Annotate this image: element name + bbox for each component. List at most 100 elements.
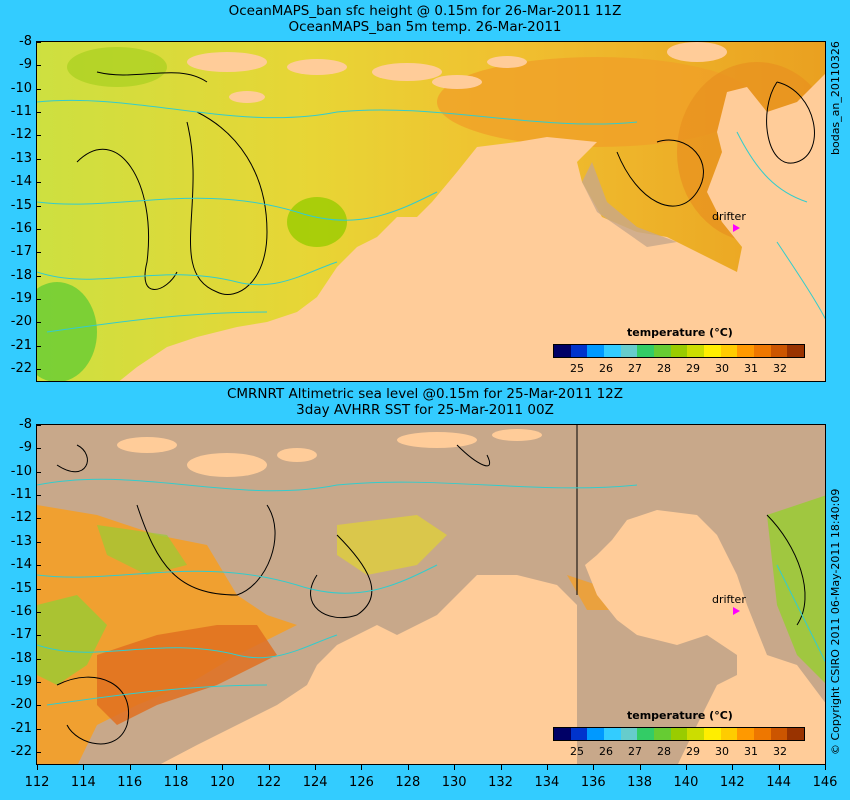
colorbar-swatch <box>620 728 638 740</box>
shelf-mask <box>582 162 677 247</box>
y-tick <box>36 322 41 324</box>
y-tick-label: -10 <box>10 80 32 96</box>
drifter-label: drifter <box>712 593 746 606</box>
colorbar-label: 27 <box>628 362 642 375</box>
australia-land <box>119 74 825 381</box>
bottom-title-line2: 3day AVHRR SST for 25-Mar-2011 00Z <box>296 402 554 418</box>
x-tick <box>685 765 687 770</box>
y-tick-label: -22 <box>10 361 32 376</box>
legend-title: temperature (°C) <box>627 709 733 722</box>
y-tick-label: -15 <box>10 580 32 596</box>
legend-title: temperature (°C) <box>627 326 733 339</box>
x-tick <box>176 765 178 770</box>
x-tick <box>454 765 456 770</box>
colorbar-swatch <box>554 345 571 357</box>
green-patch <box>287 197 347 247</box>
colorbar-swatch <box>587 345 605 357</box>
x-tick <box>500 765 502 770</box>
x-tick <box>639 765 641 770</box>
x-tick <box>315 765 317 770</box>
y-tick <box>36 205 41 207</box>
colorbar-label: 28 <box>657 745 671 758</box>
x-tick-label: 132 <box>488 775 513 790</box>
y-tick-label: -11 <box>10 104 32 120</box>
x-tick <box>593 765 595 770</box>
colorbar-swatch <box>570 728 588 740</box>
sst-east <box>767 495 825 683</box>
colorbar-label: 25 <box>570 745 584 758</box>
y-tick <box>36 228 41 230</box>
y-tick-label: -20 <box>10 314 32 330</box>
colorbar-swatch <box>570 345 588 357</box>
y-tick <box>36 495 41 497</box>
x-tick-label: 146 <box>812 775 838 790</box>
top-title-line1: OceanMAPS_ban sfc height @ 0.15m for 26-… <box>228 3 622 19</box>
y-tick <box>36 158 41 160</box>
x-tick-label: 130 <box>441 775 467 790</box>
colorbar-swatch <box>654 728 671 740</box>
x-tick-label: 120 <box>209 775 235 790</box>
x-tick-label: 112 <box>24 775 50 790</box>
y-tick-label: -9 <box>19 57 32 73</box>
y-tick <box>36 518 41 520</box>
indonesian-islands <box>187 42 727 103</box>
y-tick-label: -17 <box>10 627 32 643</box>
y-tick-label: -15 <box>10 197 32 213</box>
colorbar-swatch <box>704 345 721 357</box>
y-tick <box>36 541 41 543</box>
bottom-side-label: © Copyright CSIRO 2011 06-May-2011 18:40… <box>829 488 842 755</box>
bathymetry-contours <box>37 478 825 706</box>
colorbar-label: 26 <box>599 362 613 375</box>
sst-patch <box>337 515 447 575</box>
x-tick-label: 116 <box>117 775 143 790</box>
colorbar <box>553 727 805 741</box>
y-tick-label: -13 <box>10 533 32 549</box>
x-tick-label: 144 <box>766 775 792 790</box>
x-tick <box>407 765 409 770</box>
colorbar-swatch <box>704 728 721 740</box>
colorbar-swatch <box>670 345 688 357</box>
x-tick <box>361 765 363 770</box>
y-tick <box>36 471 41 473</box>
y-tick <box>36 425 41 426</box>
y-tick-label: -16 <box>10 220 32 236</box>
sst-green <box>37 595 107 685</box>
australia-land <box>160 510 825 764</box>
y-tick-label: -20 <box>10 697 32 713</box>
colorbar-swatch <box>754 728 771 740</box>
y-tick <box>36 588 41 590</box>
x-tick-label: 126 <box>349 775 374 790</box>
y-tick <box>36 135 41 137</box>
sea-level-contours <box>76 71 815 295</box>
y-tick-label: -9 <box>19 440 32 456</box>
colorbar-swatch <box>770 345 788 357</box>
colorbar-swatch <box>787 728 805 740</box>
y-tick <box>36 298 41 300</box>
colorbar-label: 31 <box>744 745 758 758</box>
colorbar-swatch <box>720 728 738 740</box>
colorbar-label: 32 <box>773 362 787 375</box>
colorbar-swatch <box>720 345 738 357</box>
colorbar-label: 32 <box>773 745 787 758</box>
y-tick-label: -16 <box>10 603 32 619</box>
colorbar-swatch <box>604 345 621 357</box>
top-side-label: bodas_an_20110326 <box>829 41 842 155</box>
y-tick-label: -21 <box>10 337 32 353</box>
y-tick <box>36 611 41 613</box>
colorbar-swatch <box>787 345 805 357</box>
colorbar-label: 29 <box>686 362 700 375</box>
x-tick <box>268 765 270 770</box>
bottom-map-panel: drifter temperature (°C) 25 26 27 28 29 30 31 3… <box>36 424 826 765</box>
y-tick <box>36 658 41 660</box>
warm-patch <box>437 57 757 147</box>
y-tick <box>36 705 41 707</box>
x-tick <box>37 765 38 770</box>
y-tick-label: -13 <box>10 150 32 166</box>
colorbar-label: 31 <box>744 362 758 375</box>
bottom-map-svg <box>37 425 825 764</box>
colorbar-swatch <box>654 345 671 357</box>
colorbar-label: 28 <box>657 362 671 375</box>
colorbar-swatch <box>554 728 571 740</box>
drifter-marker <box>733 607 740 615</box>
colorbar-swatch <box>637 345 655 357</box>
